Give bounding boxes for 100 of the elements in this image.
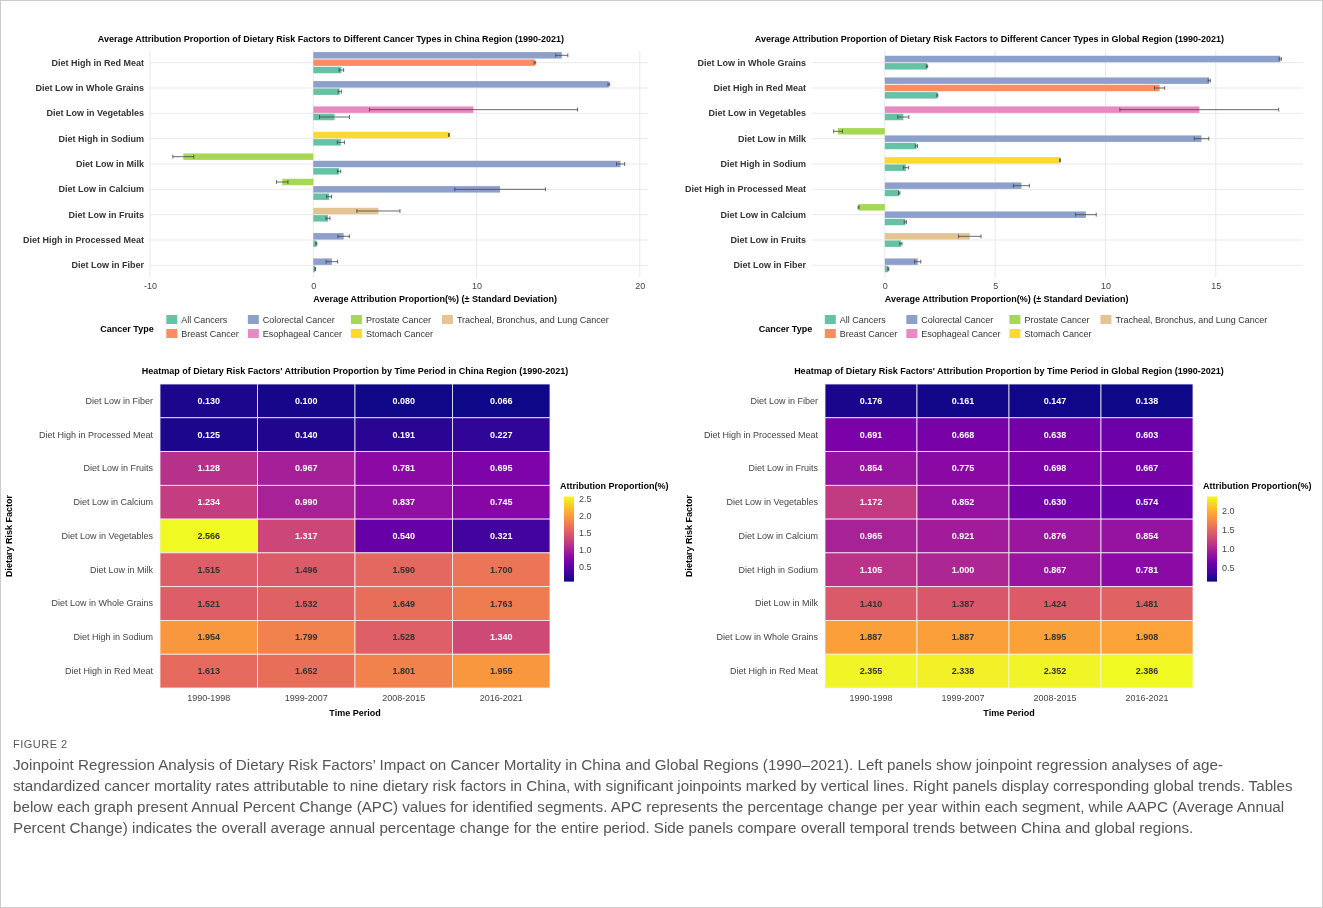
x-tick-label: 1999-2007 [284, 693, 328, 704]
data-label: 0.227 [489, 429, 513, 440]
data-label: 1.317 [294, 531, 318, 541]
data-label: 1.955 [489, 666, 513, 677]
chart-title: Heatmap of Dietary Risk Factors' Attribution Proportion by Time Period in Global Region (1990-2021) [794, 366, 1224, 376]
data-label: 0.638 [1043, 429, 1067, 440]
y-tick-label: Diet Low in Milk [754, 598, 819, 609]
x-tick-label: 15 [1211, 281, 1222, 292]
data-label: 1.590 [392, 564, 416, 575]
bar [884, 84, 1160, 92]
bar [313, 131, 449, 139]
y-axis-title: Dietary Risk Factor [684, 494, 694, 578]
x-tick-label: 1999-2007 [941, 693, 985, 704]
x-tick-label: 2016-2021 [479, 693, 523, 704]
color-bar-label: 0.5 [1222, 563, 1235, 574]
data-label: 0.854 [1135, 531, 1159, 541]
data-label: 0.630 [1043, 497, 1067, 508]
y-tick-label: Diet High in Sodium [720, 158, 806, 169]
x-tick-label: 10 [472, 281, 483, 292]
data-label: 2.566 [197, 531, 221, 541]
y-tick-label: Diet Low in Milk [89, 564, 154, 575]
bar [884, 106, 1200, 113]
y-tick-label: Diet Low in Milk [75, 158, 145, 169]
data-label: 1.532 [294, 598, 318, 609]
data-label: 0.191 [392, 429, 416, 440]
data-label: 0.080 [392, 395, 416, 406]
data-label: 1.515 [197, 564, 221, 575]
color-bar-title: Attribution Proportion(%) [560, 481, 669, 492]
data-label: 1.908 [1135, 632, 1159, 643]
x-axis-title: Average Attribution Proportion(%) (± Standard Deviation) [884, 294, 1129, 304]
x-tick-label: 2008-2015 [382, 693, 426, 704]
x-axis-title: Time Period [329, 708, 381, 718]
data-label: 0.125 [197, 429, 221, 440]
data-label: 1.387 [951, 598, 975, 609]
data-label: 0.867 [1043, 564, 1067, 575]
data-label: 0.837 [392, 497, 416, 508]
data-label: 0.775 [951, 463, 975, 474]
x-tick-label: -10 [143, 281, 158, 292]
y-tick-label: Diet Low in Fruits [68, 209, 144, 220]
data-label: 1.521 [197, 598, 221, 609]
data-label: 2.338 [951, 666, 975, 677]
data-label: 0.667 [1135, 463, 1159, 474]
y-tick-label: Diet Low in Calcium [720, 209, 806, 220]
bar [313, 81, 609, 88]
data-label: 0.140 [294, 429, 318, 440]
y-tick-label: Diet Low in Vegetables [46, 108, 144, 119]
x-tick-label: 0 [311, 281, 317, 292]
x-axis-title: Time Period [983, 708, 1035, 718]
y-tick-label: Diet Low in Whole Grains [697, 57, 806, 68]
data-label: 1.128 [197, 463, 221, 474]
bar [313, 139, 341, 146]
x-tick-label: 1990-1998 [849, 693, 893, 704]
legend-label: Prostate Cancer [365, 315, 431, 325]
color-bar-label: 1.0 [1222, 544, 1235, 555]
legend-label: Tracheal, Bronchus, and Lung Cancer [456, 315, 609, 325]
data-label: 0.176 [859, 395, 883, 406]
data-label: 1.895 [1043, 632, 1067, 643]
data-label: 0.852 [951, 497, 975, 508]
y-tick-label: Diet High in Red Meat [51, 57, 144, 68]
y-tick-label: Diet Low in Vegetables [61, 530, 154, 541]
x-tick-label: 10 [1100, 281, 1111, 292]
data-label: 0.540 [392, 531, 416, 541]
x-tick-label: 0 [882, 281, 888, 292]
data-label: 0.698 [1043, 463, 1067, 474]
y-tick-label: Diet Low in Vegetables [708, 108, 806, 119]
y-tick-label: Diet Low in Fiber [750, 395, 818, 406]
x-tick-label: 20 [635, 281, 646, 292]
data-label: 0.100 [294, 395, 318, 406]
data-label: 0.921 [951, 531, 975, 541]
bar [838, 128, 885, 135]
bar [313, 106, 474, 113]
y-tick-label: Diet High in Processed Meat [38, 429, 154, 440]
y-tick-label: Diet Low in Fruits [748, 463, 819, 474]
data-label: 1.763 [489, 598, 513, 609]
bar [313, 88, 340, 95]
caption: FIGURE 2 [13, 738, 69, 750]
legend-label: All Cancers [181, 315, 228, 325]
y-tick-label: Diet Low in Vegetables [726, 497, 819, 508]
data-label: 1.613 [197, 666, 221, 677]
data-label: 1.410 [859, 598, 883, 609]
bar [313, 215, 328, 222]
legend-label: Tracheal, Bronchus, and Lung Cancer [1115, 315, 1268, 325]
legend-title: Cancer Type [100, 324, 154, 334]
legend-label: Colorectal Cancer [262, 315, 335, 325]
legend-label: Breast Cancer [839, 329, 898, 339]
data-label: 0.066 [489, 395, 513, 406]
bar [884, 258, 918, 265]
bar [183, 153, 314, 160]
legend-label: Stomach Cancer [365, 329, 433, 339]
y-tick-label: Diet Low in Fruits [730, 234, 806, 245]
legend-label: Breast Cancer [181, 329, 239, 339]
y-tick-label: Diet High in Processed Meat [22, 234, 144, 245]
color-bar-label: 1.5 [1222, 525, 1235, 536]
legend-label: Colorectal Cancer [921, 315, 994, 325]
chart-title: Average Attribution Proportion of Dietary Risk Factors to Different Cancer Types in Global Region (1990-2021) [754, 34, 1225, 44]
data-label: 0.138 [1135, 395, 1159, 406]
data-label: 1.652 [294, 666, 318, 677]
x-tick-label: 2008-2015 [1033, 693, 1077, 704]
legend-label: Stomach Cancer [1024, 329, 1092, 339]
y-tick-label: Diet Low in Whole Grains [716, 632, 819, 643]
